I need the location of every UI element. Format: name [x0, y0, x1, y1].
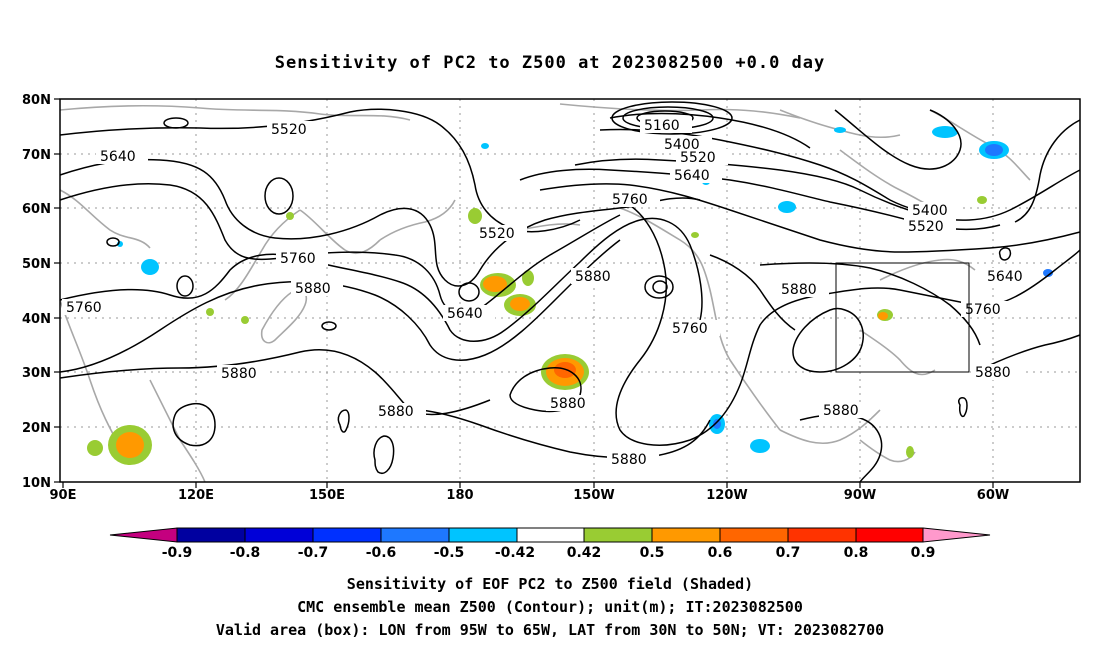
colorbar-cell — [176, 527, 246, 543]
colorbar-cell — [651, 527, 721, 543]
lon-tick-label: 150E — [309, 488, 345, 503]
longitude-axis: 90E 120E 150E 180 150W 120W 90W 60W — [50, 482, 1009, 503]
colorbar-cell — [719, 527, 789, 543]
contour-label: 5880 — [611, 452, 647, 468]
map-frame — [59, 98, 1081, 483]
contour-label: 5760 — [66, 300, 102, 316]
colorbar-tick-label: -0.6 — [366, 545, 397, 561]
contour-label: 5880 — [295, 281, 331, 297]
lon-tick-label: 180 — [446, 488, 473, 503]
colorbar-tick-label: 0.5 — [640, 545, 665, 561]
contour-label: 5880 — [823, 403, 859, 419]
contour-label: 5640 — [100, 149, 136, 165]
colorbar-tick-label: -0.5 — [434, 545, 465, 561]
lat-tick-label: 20N — [22, 421, 51, 436]
lat-tick-label: 10N — [22, 476, 51, 491]
contour-label: 5880 — [575, 269, 611, 285]
map-title: Sensitivity of PC2 to Z500 at 2023082500… — [275, 53, 826, 73]
contour-label: 5640 — [674, 168, 710, 184]
map-background — [60, 99, 1080, 482]
colorbar-tick-label: 0.7 — [776, 545, 801, 561]
contour-label: 5880 — [378, 404, 414, 420]
contour-label: 5640 — [987, 269, 1023, 285]
lat-tick-label: 30N — [22, 366, 51, 381]
contour-labels: 5520 5640 5160 5400 5520 5640 5760 5400 … — [62, 117, 1035, 468]
colorbar-cell — [312, 527, 382, 543]
lat-tick-label: 40N — [22, 312, 51, 327]
contour-label: 5520 — [680, 150, 716, 166]
lon-tick-label: 90E — [50, 488, 77, 503]
contour-label: 5760 — [612, 192, 648, 208]
contour-label: 5640 — [447, 306, 483, 322]
colorbar-cell — [855, 527, 924, 543]
colorbar-cell — [380, 527, 450, 543]
colorbar-tick-label: 0.8 — [844, 545, 869, 561]
caption-line-2: CMC ensemble mean Z500 (Contour); unit(m… — [297, 598, 803, 616]
contour-label: 5400 — [912, 203, 948, 219]
colorbar-tick-label: -0.42 — [495, 545, 535, 561]
contour-label: 5880 — [221, 366, 257, 382]
lon-tick-label: 90W — [844, 488, 876, 503]
lon-tick-label: 150W — [573, 488, 614, 503]
colorbar-tick-label: -0.9 — [162, 545, 193, 561]
contour-label: 5880 — [781, 282, 817, 298]
colorbar-tick-label: -0.8 — [230, 545, 261, 561]
colorbar-cell — [516, 527, 585, 543]
lat-tick-label: 70N — [22, 148, 51, 163]
contour-label: 5520 — [479, 226, 515, 242]
contour-label: 5520 — [908, 219, 944, 235]
contour-label: 5880 — [975, 365, 1011, 381]
lat-tick-label: 50N — [22, 257, 51, 272]
caption-line-1: Sensitivity of EOF PC2 to Z500 field (Sh… — [347, 575, 753, 593]
lon-tick-label: 60W — [977, 488, 1009, 503]
colorbar-cell — [109, 527, 178, 543]
colorbar: -0.9 -0.8 -0.7 -0.6 -0.5 -0.42 0.42 0.5 … — [109, 527, 991, 561]
contour-label: 5760 — [280, 251, 316, 267]
lon-tick-label: 120W — [706, 488, 747, 503]
colorbar-tick-label: 0.6 — [708, 545, 733, 561]
valid-area-box — [835, 262, 970, 373]
colorbar-cell — [922, 527, 991, 543]
contour-label: 5160 — [644, 118, 680, 134]
contour-label: 5760 — [672, 321, 708, 337]
lat-tick-label: 80N — [22, 93, 51, 108]
caption-line-3: Valid area (box): LON from 95W to 65W, L… — [216, 621, 884, 639]
colorbar-cell — [787, 527, 857, 543]
lon-tick-label: 120E — [178, 488, 214, 503]
colorbar-cell — [244, 527, 314, 543]
colorbar-tick-label: 0.42 — [567, 545, 602, 561]
contour-label: 5880 — [550, 396, 586, 412]
colorbar-tick-label: -0.7 — [298, 545, 329, 561]
colorbar-cell — [448, 527, 518, 543]
lat-tick-label: 60N — [22, 202, 51, 217]
sensitivity-shading — [87, 126, 1053, 465]
colorbar-cell — [583, 527, 653, 543]
latitude-axis: 80N 70N 60N 50N 40N 30N 20N 10N — [22, 93, 60, 491]
map-panel: 5520 5640 5160 5400 5520 5640 5760 5400 … — [59, 98, 1081, 483]
contour-label: 5520 — [271, 122, 307, 138]
colorbar-tick-label: 0.9 — [911, 545, 936, 561]
contour-label: 5760 — [965, 302, 1001, 318]
